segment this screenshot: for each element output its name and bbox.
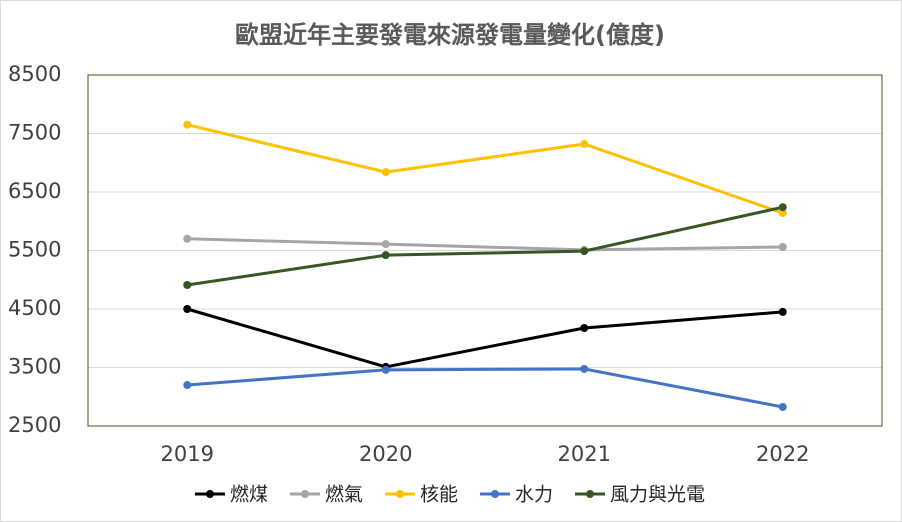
y-tick-label: 7500 [8,121,61,145]
data-point [381,168,390,177]
y-tick-label: 3500 [8,355,61,379]
data-point [183,234,192,243]
data-point [580,140,589,149]
legend-label: 燃氣 [325,484,363,506]
data-point [381,251,390,260]
data-point [381,365,390,374]
y-tick-label: 8500 [8,62,61,86]
data-point [778,402,787,411]
x-tick-label: 2021 [558,442,611,466]
data-point [778,307,787,316]
y-tick-label: 4500 [8,296,61,320]
y-tick-label: 2500 [8,413,61,437]
x-tick-label: 2022 [756,442,809,466]
legend-label: 水力 [515,484,553,506]
series-line [187,367,784,409]
data-point [183,305,192,313]
legend: 燃煤 燃氣 核能 水力 風力與光電 [194,484,705,506]
legend-marker [205,490,214,498]
data-point [183,381,192,390]
y-tick-label: 5500 [8,238,61,262]
legend-label: 燃煤 [230,484,268,506]
chart-title: 歐盟近年主要發電來源發電量變化(億度) [235,21,665,49]
series-line [186,123,784,215]
legend-label: 核能 [420,484,458,506]
data-point [778,209,787,218]
data-point [183,120,192,129]
data-point [778,203,787,212]
data-point [580,364,589,373]
legend-marker [491,490,500,498]
data-point [580,324,589,333]
series-line [186,307,783,369]
data-point [183,281,192,290]
data-point [778,242,787,251]
legend-marker [300,490,309,498]
legend-marker [586,490,595,498]
series-line [187,205,784,287]
y-tick-label: 6500 [8,179,61,203]
data-point [381,240,390,249]
series-line [187,237,783,252]
x-tick-label: 2019 [161,442,214,466]
data-point [580,247,589,256]
legend-label: 風力與光電 [610,484,705,506]
legend-marker [395,490,404,498]
plot-border [87,74,883,427]
x-tick-label: 2020 [359,442,412,466]
